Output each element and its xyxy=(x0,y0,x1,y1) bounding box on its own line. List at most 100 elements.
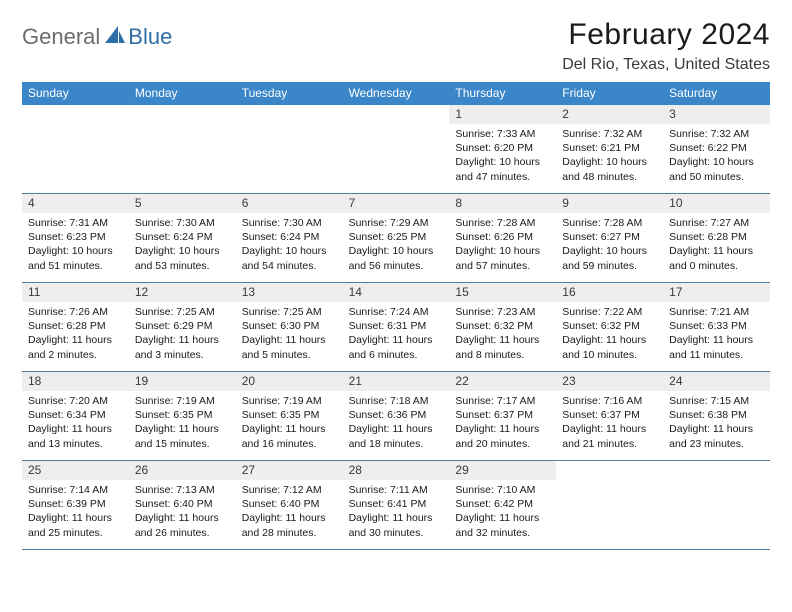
sunset-line: Sunset: 6:26 PM xyxy=(455,230,550,244)
day-cell: 2Sunrise: 7:32 AMSunset: 6:21 PMDaylight… xyxy=(556,105,663,193)
day-number: 18 xyxy=(22,372,129,391)
day-number: 4 xyxy=(22,194,129,213)
sunset-line: Sunset: 6:37 PM xyxy=(562,408,657,422)
day-cell: 17Sunrise: 7:21 AMSunset: 6:33 PMDayligh… xyxy=(663,283,770,371)
sunset-line: Sunset: 6:31 PM xyxy=(349,319,444,333)
daylight-line: Daylight: 11 hours and 23 minutes. xyxy=(669,422,764,450)
day-body: Sunrise: 7:18 AMSunset: 6:36 PMDaylight:… xyxy=(343,391,450,455)
location: Del Rio, Texas, United States xyxy=(562,56,770,74)
weekday-cell: Wednesday xyxy=(343,82,450,105)
daylight-line: Daylight: 11 hours and 20 minutes. xyxy=(455,422,550,450)
week-row: 18Sunrise: 7:20 AMSunset: 6:34 PMDayligh… xyxy=(22,372,770,461)
sunrise-line: Sunrise: 7:28 AM xyxy=(562,216,657,230)
sunrise-line: Sunrise: 7:26 AM xyxy=(28,305,123,319)
sunset-line: Sunset: 6:32 PM xyxy=(455,319,550,333)
daylight-line: Daylight: 11 hours and 32 minutes. xyxy=(455,511,550,539)
daylight-line: Daylight: 11 hours and 30 minutes. xyxy=(349,511,444,539)
day-cell: 5Sunrise: 7:30 AMSunset: 6:24 PMDaylight… xyxy=(129,194,236,282)
day-number: 9 xyxy=(556,194,663,213)
day-number: 19 xyxy=(129,372,236,391)
day-cell: 21Sunrise: 7:18 AMSunset: 6:36 PMDayligh… xyxy=(343,372,450,460)
sunrise-line: Sunrise: 7:16 AM xyxy=(562,394,657,408)
sunset-line: Sunset: 6:29 PM xyxy=(135,319,230,333)
sunrise-line: Sunrise: 7:12 AM xyxy=(242,483,337,497)
sunset-line: Sunset: 6:40 PM xyxy=(135,497,230,511)
daylight-line: Daylight: 11 hours and 28 minutes. xyxy=(242,511,337,539)
day-body: Sunrise: 7:26 AMSunset: 6:28 PMDaylight:… xyxy=(22,302,129,366)
week-row: 1Sunrise: 7:33 AMSunset: 6:20 PMDaylight… xyxy=(22,105,770,194)
weekday-cell: Friday xyxy=(556,82,663,105)
sunset-line: Sunset: 6:35 PM xyxy=(242,408,337,422)
day-cell: 1Sunrise: 7:33 AMSunset: 6:20 PMDaylight… xyxy=(449,105,556,193)
day-cell: 9Sunrise: 7:28 AMSunset: 6:27 PMDaylight… xyxy=(556,194,663,282)
day-number: 2 xyxy=(556,105,663,124)
sunset-line: Sunset: 6:39 PM xyxy=(28,497,123,511)
month-title: February 2024 xyxy=(562,18,770,52)
day-cell: 3Sunrise: 7:32 AMSunset: 6:22 PMDaylight… xyxy=(663,105,770,193)
sunset-line: Sunset: 6:34 PM xyxy=(28,408,123,422)
day-cell xyxy=(129,105,236,193)
sunrise-line: Sunrise: 7:19 AM xyxy=(135,394,230,408)
sunset-line: Sunset: 6:21 PM xyxy=(562,141,657,155)
daylight-line: Daylight: 11 hours and 8 minutes. xyxy=(455,333,550,361)
day-body: Sunrise: 7:17 AMSunset: 6:37 PMDaylight:… xyxy=(449,391,556,455)
sunset-line: Sunset: 6:32 PM xyxy=(562,319,657,333)
day-body: Sunrise: 7:20 AMSunset: 6:34 PMDaylight:… xyxy=(22,391,129,455)
day-number: 27 xyxy=(236,461,343,480)
daylight-line: Daylight: 10 hours and 47 minutes. xyxy=(455,155,550,183)
header: General Blue February 2024 Del Rio, Texa… xyxy=(22,18,770,74)
sunrise-line: Sunrise: 7:10 AM xyxy=(455,483,550,497)
day-cell: 15Sunrise: 7:23 AMSunset: 6:32 PMDayligh… xyxy=(449,283,556,371)
day-cell: 10Sunrise: 7:27 AMSunset: 6:28 PMDayligh… xyxy=(663,194,770,282)
sunrise-line: Sunrise: 7:32 AM xyxy=(669,127,764,141)
sunset-line: Sunset: 6:38 PM xyxy=(669,408,764,422)
sunrise-line: Sunrise: 7:22 AM xyxy=(562,305,657,319)
sunrise-line: Sunrise: 7:21 AM xyxy=(669,305,764,319)
sail-icon xyxy=(104,25,126,50)
day-number: 16 xyxy=(556,283,663,302)
day-cell: 16Sunrise: 7:22 AMSunset: 6:32 PMDayligh… xyxy=(556,283,663,371)
daylight-line: Daylight: 10 hours and 53 minutes. xyxy=(135,244,230,272)
day-number: 6 xyxy=(236,194,343,213)
sunrise-line: Sunrise: 7:19 AM xyxy=(242,394,337,408)
sunrise-line: Sunrise: 7:29 AM xyxy=(349,216,444,230)
day-cell: 25Sunrise: 7:14 AMSunset: 6:39 PMDayligh… xyxy=(22,461,129,549)
weekday-cell: Tuesday xyxy=(236,82,343,105)
day-body: Sunrise: 7:24 AMSunset: 6:31 PMDaylight:… xyxy=(343,302,450,366)
daylight-line: Daylight: 10 hours and 48 minutes. xyxy=(562,155,657,183)
sunrise-line: Sunrise: 7:14 AM xyxy=(28,483,123,497)
sunrise-line: Sunrise: 7:25 AM xyxy=(135,305,230,319)
daylight-line: Daylight: 11 hours and 11 minutes. xyxy=(669,333,764,361)
day-body: Sunrise: 7:23 AMSunset: 6:32 PMDaylight:… xyxy=(449,302,556,366)
daylight-line: Daylight: 10 hours and 59 minutes. xyxy=(562,244,657,272)
daylight-line: Daylight: 10 hours and 54 minutes. xyxy=(242,244,337,272)
day-body: Sunrise: 7:32 AMSunset: 6:21 PMDaylight:… xyxy=(556,124,663,188)
daylight-line: Daylight: 11 hours and 13 minutes. xyxy=(28,422,123,450)
week-row: 4Sunrise: 7:31 AMSunset: 6:23 PMDaylight… xyxy=(22,194,770,283)
day-body: Sunrise: 7:15 AMSunset: 6:38 PMDaylight:… xyxy=(663,391,770,455)
sunrise-line: Sunrise: 7:18 AM xyxy=(349,394,444,408)
day-number: 1 xyxy=(449,105,556,124)
day-body: Sunrise: 7:13 AMSunset: 6:40 PMDaylight:… xyxy=(129,480,236,544)
day-cell: 13Sunrise: 7:25 AMSunset: 6:30 PMDayligh… xyxy=(236,283,343,371)
weekday-cell: Sunday xyxy=(22,82,129,105)
daylight-line: Daylight: 11 hours and 2 minutes. xyxy=(28,333,123,361)
day-body: Sunrise: 7:21 AMSunset: 6:33 PMDaylight:… xyxy=(663,302,770,366)
logo-text-blue: Blue xyxy=(128,24,172,50)
sunset-line: Sunset: 6:30 PM xyxy=(242,319,337,333)
day-cell: 4Sunrise: 7:31 AMSunset: 6:23 PMDaylight… xyxy=(22,194,129,282)
day-body: Sunrise: 7:10 AMSunset: 6:42 PMDaylight:… xyxy=(449,480,556,544)
sunrise-line: Sunrise: 7:30 AM xyxy=(135,216,230,230)
day-cell: 18Sunrise: 7:20 AMSunset: 6:34 PMDayligh… xyxy=(22,372,129,460)
sunrise-line: Sunrise: 7:32 AM xyxy=(562,127,657,141)
daylight-line: Daylight: 11 hours and 21 minutes. xyxy=(562,422,657,450)
sunrise-line: Sunrise: 7:31 AM xyxy=(28,216,123,230)
day-body: Sunrise: 7:30 AMSunset: 6:24 PMDaylight:… xyxy=(129,213,236,277)
weeks-container: 1Sunrise: 7:33 AMSunset: 6:20 PMDaylight… xyxy=(22,105,770,550)
sunrise-line: Sunrise: 7:30 AM xyxy=(242,216,337,230)
day-body: Sunrise: 7:19 AMSunset: 6:35 PMDaylight:… xyxy=(129,391,236,455)
day-number: 25 xyxy=(22,461,129,480)
sunset-line: Sunset: 6:28 PM xyxy=(28,319,123,333)
day-number: 21 xyxy=(343,372,450,391)
day-cell: 27Sunrise: 7:12 AMSunset: 6:40 PMDayligh… xyxy=(236,461,343,549)
